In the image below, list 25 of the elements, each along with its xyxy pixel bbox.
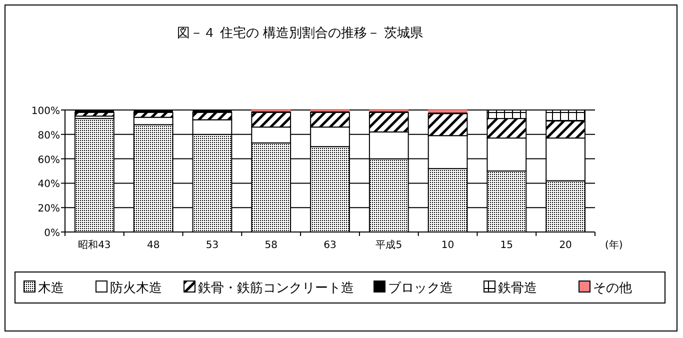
bar: [310, 112, 350, 128]
y-tick-label: 80%: [38, 130, 60, 142]
x-tick-label: 昭和43: [78, 239, 111, 251]
y-tick-label: 60%: [38, 154, 60, 166]
x-tick-label: 10: [441, 240, 454, 251]
legend-label: 防火木造: [110, 281, 162, 296]
bar: [428, 110, 468, 113]
x-tick-label: 53: [206, 240, 219, 251]
legend-label: ブロック造: [388, 281, 453, 296]
y-tick-label: 40%: [38, 179, 60, 190]
x-tick-label: 平成5: [376, 239, 402, 251]
bar: [192, 112, 232, 120]
chart-title: 図－４ 住宅の 構造別割合の推移－ 茨城県: [176, 25, 424, 41]
y-tick-label: 20%: [38, 204, 60, 215]
legend-label: 鉄骨造: [498, 281, 537, 296]
x-tick-label: 20: [559, 240, 572, 251]
legend-label: 木造: [38, 281, 64, 296]
y-tick-label: 100%: [31, 106, 60, 117]
x-tick-label: 15: [500, 240, 514, 251]
x-tick-label: 63: [324, 240, 336, 251]
x-tick-label: 48: [146, 240, 160, 251]
legend-label: その他: [593, 281, 632, 296]
x-tick-label: 58: [264, 240, 278, 251]
x-axis-title: (年): [605, 239, 623, 251]
y-tick-label: 0%: [44, 228, 60, 239]
